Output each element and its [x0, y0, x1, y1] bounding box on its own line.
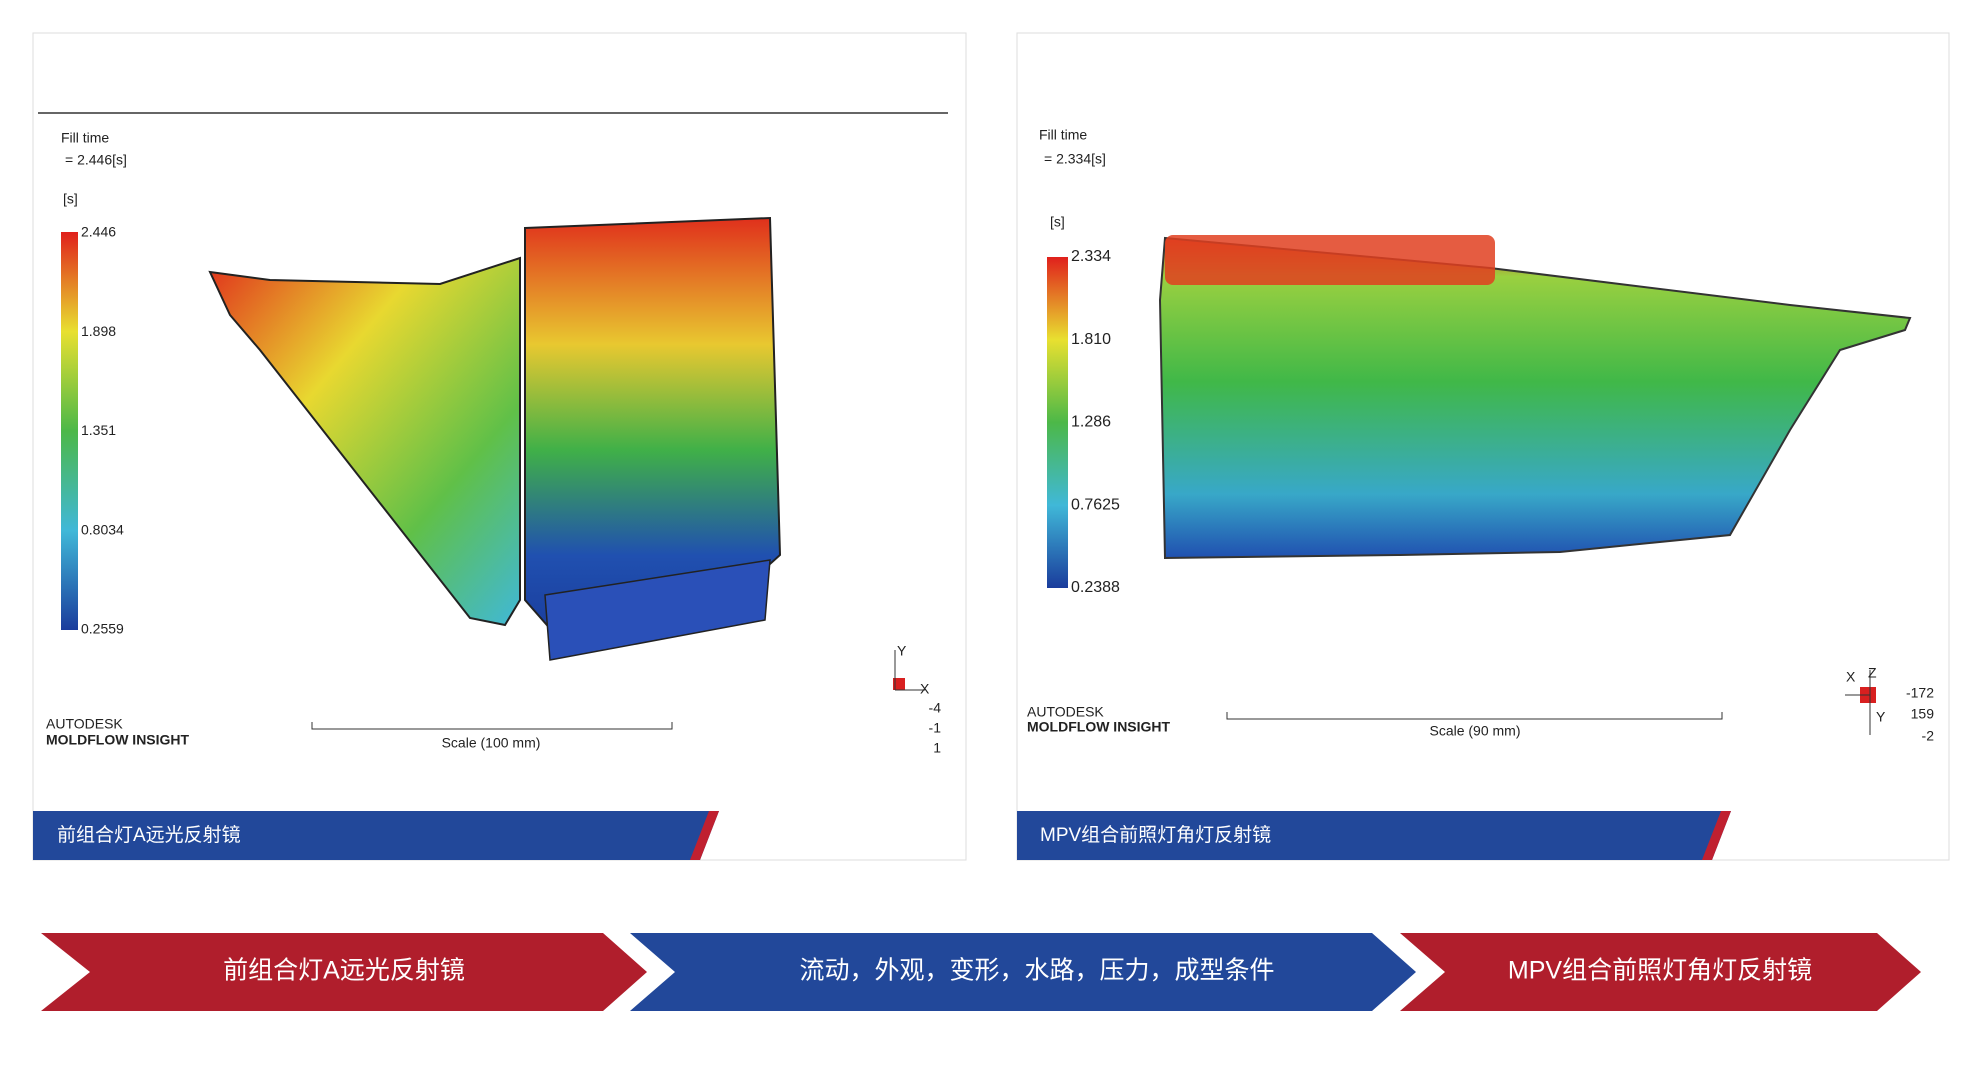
- unit: [s]: [63, 191, 78, 207]
- legend-label: 0.2559: [81, 621, 124, 637]
- product: MOLDFLOW INSIGHT: [1027, 719, 1171, 735]
- axis-label: X: [920, 681, 930, 697]
- triad-axes: [1845, 670, 1871, 735]
- coord: 1: [933, 740, 941, 756]
- triad: [893, 678, 905, 690]
- axis-label: Y: [897, 643, 907, 659]
- triad-axes: [894, 650, 925, 691]
- legend-label: 1.810: [1071, 331, 1111, 348]
- legend-label: 2.334: [1071, 248, 1111, 265]
- coord: -1: [929, 720, 942, 736]
- legend-label: 1.286: [1071, 414, 1111, 431]
- fill-label: Fill time: [61, 130, 109, 146]
- color-bar: [1047, 257, 1068, 588]
- part: [208, 256, 521, 627]
- flow-label: 流动，外观，变形，水路，压力，成型条件: [799, 957, 1274, 985]
- flow-arrow: [630, 933, 1416, 1011]
- fill-label: Fill time: [1039, 127, 1087, 143]
- legend-label: 1.351: [81, 422, 116, 438]
- flow-label: MPV组合前照灯角灯反射镜: [1508, 957, 1812, 985]
- scale-label: Scale (100 mm): [442, 735, 541, 751]
- product: MOLDFLOW INSIGHT: [46, 732, 190, 748]
- legend: 2.446 1.898 1.351 0.8034 0.2559: [81, 224, 124, 637]
- axis-label: X: [1846, 669, 1856, 685]
- axis-label: Y: [1876, 709, 1886, 725]
- legend-label: 0.8034: [81, 521, 124, 537]
- coord: 159: [1911, 706, 1935, 722]
- axis-label: Z: [1868, 665, 1877, 681]
- scale-bar: [1226, 712, 1723, 720]
- fill-value: = 2.334[s]: [1044, 151, 1106, 167]
- legend: 2.334 1.810 1.286 0.7625 0.2388: [1071, 248, 1120, 596]
- part-lip: [544, 559, 771, 661]
- scale-label: Scale (90 mm): [1429, 723, 1520, 739]
- part: [1158, 236, 1912, 560]
- caption: MPV组合前照灯角灯反射镜: [1040, 824, 1271, 846]
- scale-bar: [311, 722, 673, 730]
- brand: AUTODESK: [1027, 704, 1104, 720]
- caption-accent: [690, 811, 719, 860]
- legend-label: 0.2388: [1071, 579, 1120, 596]
- coord: -4: [929, 700, 942, 716]
- fill-value: = 2.446[s]: [65, 152, 127, 168]
- caption-bar: [33, 811, 719, 860]
- brand: AUTODESK: [46, 716, 123, 732]
- legend-label: 2.446: [81, 224, 116, 240]
- caption-bar: [1017, 811, 1731, 860]
- legend-label: 1.898: [81, 323, 116, 339]
- color-bar: [61, 232, 78, 630]
- coord: -2: [1922, 728, 1935, 744]
- flow-arrow: [1400, 933, 1921, 1011]
- flow-label: 前组合灯A远光反射镜: [223, 957, 465, 985]
- part-rim: [1165, 235, 1495, 285]
- unit: [s]: [1050, 214, 1065, 230]
- flow-arrow: [41, 933, 647, 1011]
- coord: -172: [1906, 685, 1934, 701]
- caption: 前组合灯A远光反射镜: [57, 824, 241, 846]
- caption-accent: [1702, 811, 1731, 860]
- legend-label: 0.7625: [1071, 496, 1120, 513]
